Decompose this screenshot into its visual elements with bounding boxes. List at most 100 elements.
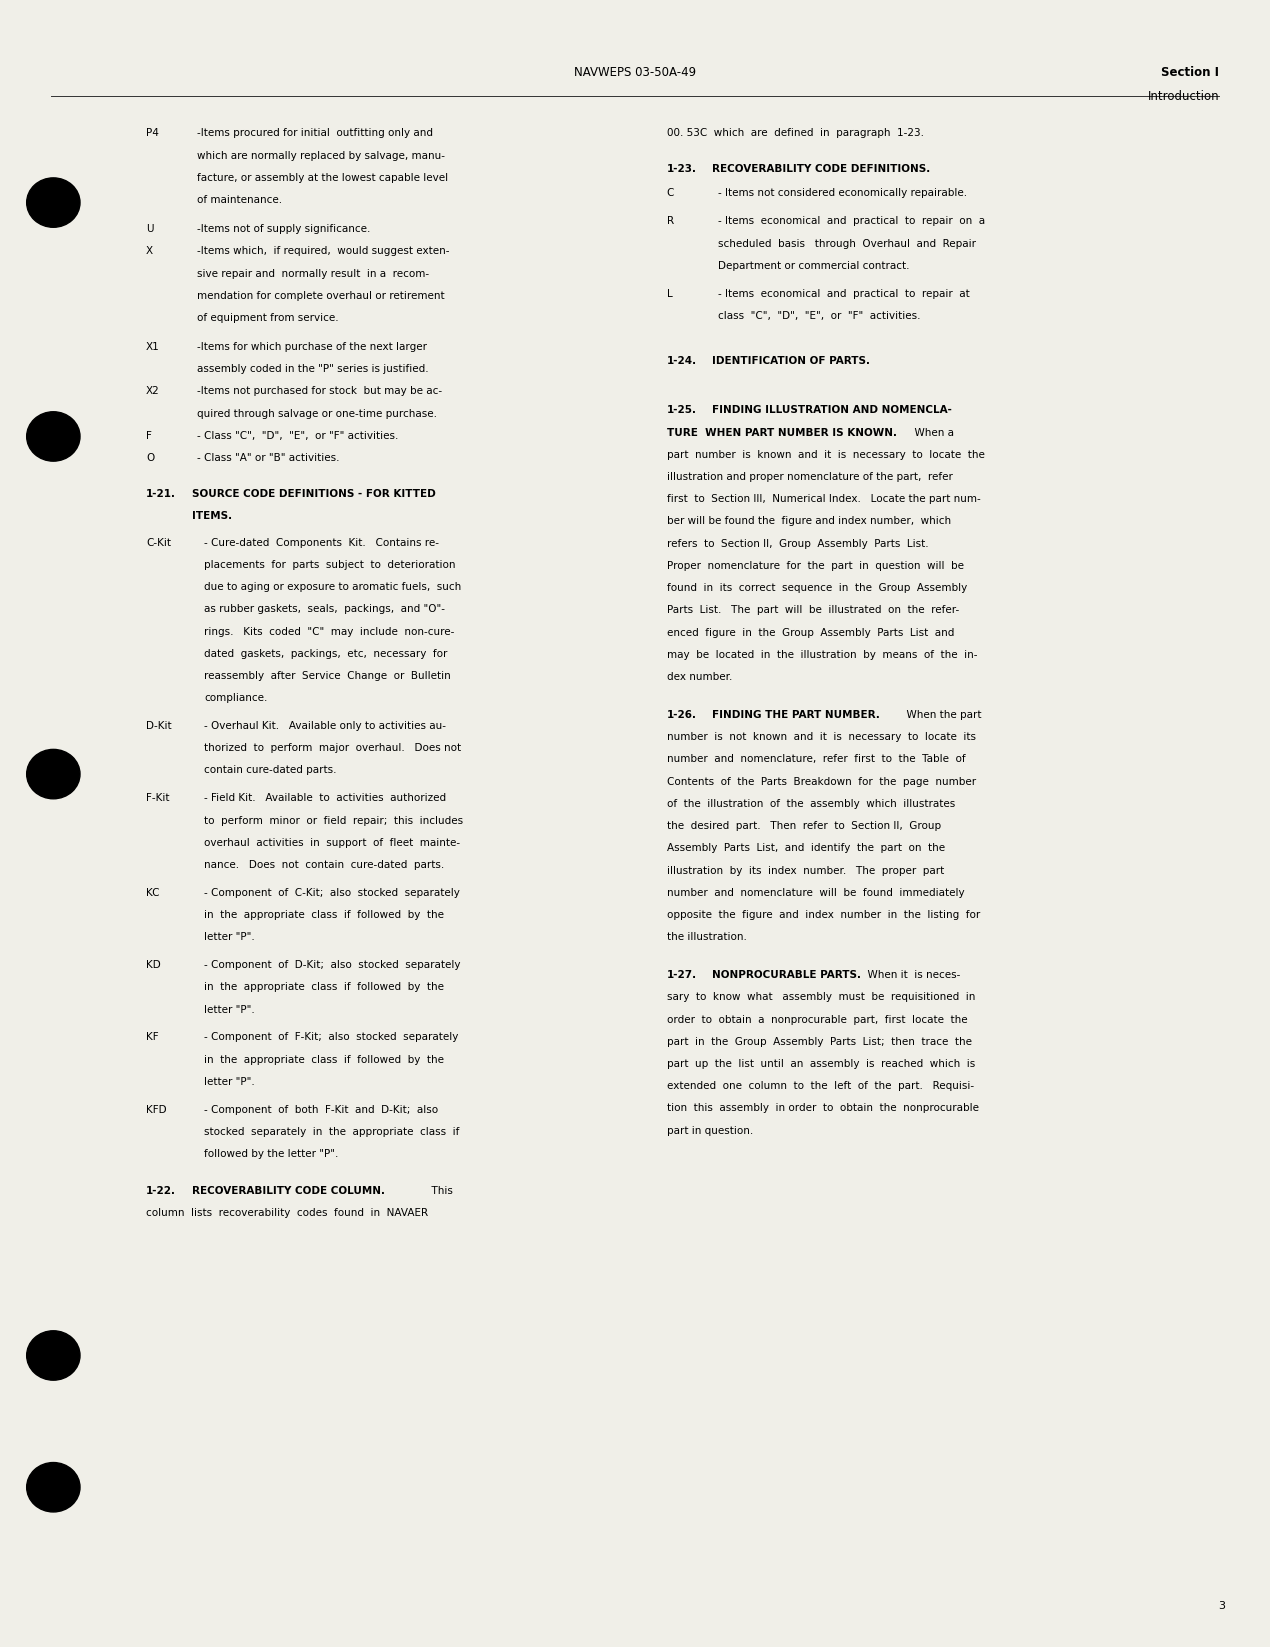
Text: -Items procured for initial  outfitting only and: -Items procured for initial outfitting o… <box>197 128 433 138</box>
Text: P4: P4 <box>146 128 159 138</box>
Text: NONPROCURABLE PARTS.: NONPROCURABLE PARTS. <box>712 970 861 980</box>
Text: part in question.: part in question. <box>667 1125 753 1136</box>
Text: the illustration.: the illustration. <box>667 932 747 942</box>
Text: NAVWEPS 03-50A-49: NAVWEPS 03-50A-49 <box>574 66 696 79</box>
Text: class  "C",  "D",  "E",  or  "F"  activities.: class "C", "D", "E", or "F" activities. <box>718 311 919 321</box>
Text: - Component  of  C-Kit;  also  stocked  separately: - Component of C-Kit; also stocked separ… <box>204 888 460 898</box>
Text: D-Kit: D-Kit <box>146 721 171 731</box>
Text: FINDING ILLUSTRATION AND NOMENCLA-: FINDING ILLUSTRATION AND NOMENCLA- <box>712 405 952 415</box>
Text: of maintenance.: of maintenance. <box>197 194 282 206</box>
Text: -Items which,  if required,  would suggest exten-: -Items which, if required, would suggest… <box>197 247 450 257</box>
Text: -Items for which purchase of the next larger: -Items for which purchase of the next la… <box>197 343 427 352</box>
Text: may  be  located  in  the  illustration  by  means  of  the  in-: may be located in the illustration by me… <box>667 651 977 660</box>
Text: KFD: KFD <box>146 1105 166 1115</box>
Text: opposite  the  figure  and  index  number  in  the  listing  for: opposite the figure and index number in … <box>667 911 980 921</box>
Text: X1: X1 <box>146 343 160 352</box>
Text: stocked  separately  in  the  appropriate  class  if: stocked separately in the appropriate cl… <box>204 1127 460 1136</box>
Text: order  to  obtain  a  nonprocurable  part,  first  locate  the: order to obtain a nonprocurable part, fi… <box>667 1015 968 1024</box>
Text: in  the  appropriate  class  if  followed  by  the: in the appropriate class if followed by … <box>204 982 444 991</box>
Text: Assembly  Parts  List,  and  identify  the  part  on  the: Assembly Parts List, and identify the pa… <box>667 843 945 853</box>
Text: sary  to  know  what   assembly  must  be  requisitioned  in: sary to know what assembly must be requi… <box>667 991 975 1003</box>
Text: found  in  its  correct  sequence  in  the  Group  Assembly: found in its correct sequence in the Gro… <box>667 583 966 593</box>
Text: - Class "A" or "B" activities.: - Class "A" or "B" activities. <box>197 453 339 463</box>
Text: F: F <box>146 432 152 441</box>
Text: - Component  of  F-Kit;  also  stocked  separately: - Component of F-Kit; also stocked separ… <box>204 1033 458 1043</box>
Text: illustration and proper nomenclature of the part,  refer: illustration and proper nomenclature of … <box>667 473 952 483</box>
Text: overhaul  activities  in  support  of  fleet  mainte-: overhaul activities in support of fleet … <box>204 838 461 848</box>
Text: KD: KD <box>146 960 161 970</box>
Text: - Cure-dated  Components  Kit.   Contains re-: - Cure-dated Components Kit. Contains re… <box>204 537 439 547</box>
Text: the  desired  part.   Then  refer  to  Section II,  Group: the desired part. Then refer to Section … <box>667 822 941 832</box>
Text: X2: X2 <box>146 387 160 397</box>
Text: which are normally replaced by salvage, manu-: which are normally replaced by salvage, … <box>197 150 444 161</box>
Text: Introduction: Introduction <box>1148 91 1219 104</box>
Text: This: This <box>425 1186 453 1196</box>
Text: placements  for  parts  subject  to  deterioration: placements for parts subject to deterior… <box>204 560 456 570</box>
Text: in  the  appropriate  class  if  followed  by  the: in the appropriate class if followed by … <box>204 1054 444 1064</box>
Ellipse shape <box>27 749 80 799</box>
Text: due to aging or exposure to aromatic fuels,  such: due to aging or exposure to aromatic fue… <box>204 581 462 591</box>
Text: ber will be found the  figure and index number,  which: ber will be found the figure and index n… <box>667 517 951 527</box>
Text: O: O <box>146 453 154 463</box>
Text: thorized  to  perform  major  overhaul.   Does not: thorized to perform major overhaul. Does… <box>204 743 461 753</box>
Text: mendation for complete overhaul or retirement: mendation for complete overhaul or retir… <box>197 292 444 301</box>
Text: nance.   Does  not  contain  cure-dated  parts.: nance. Does not contain cure-dated parts… <box>204 860 444 870</box>
Text: quired through salvage or one-time purchase.: quired through salvage or one-time purch… <box>197 408 437 418</box>
Text: compliance.: compliance. <box>204 693 268 703</box>
Text: extended  one  column  to  the  left  of  the  part.   Requisi-: extended one column to the left of the p… <box>667 1080 974 1092</box>
Text: -Items not purchased for stock  but may be ac-: -Items not purchased for stock but may b… <box>197 387 442 397</box>
Text: Proper  nomenclature  for  the  part  in  question  will  be: Proper nomenclature for the part in ques… <box>667 562 964 572</box>
Ellipse shape <box>27 178 80 227</box>
Text: reassembly  after  Service  Change  or  Bulletin: reassembly after Service Change or Bulle… <box>204 670 451 680</box>
Text: facture, or assembly at the lowest capable level: facture, or assembly at the lowest capab… <box>197 173 448 183</box>
Text: of equipment from service.: of equipment from service. <box>197 313 339 323</box>
Text: - Items  economical  and  practical  to  repair  at: - Items economical and practical to repa… <box>718 288 969 298</box>
Text: first  to  Section III,  Numerical Index.   Locate the part num-: first to Section III, Numerical Index. L… <box>667 494 980 504</box>
Text: KC: KC <box>146 888 160 898</box>
Text: When the part: When the part <box>900 710 982 720</box>
Text: ITEMS.: ITEMS. <box>192 511 232 520</box>
Text: When it  is neces-: When it is neces- <box>861 970 960 980</box>
Ellipse shape <box>27 412 80 461</box>
Text: IDENTIFICATION OF PARTS.: IDENTIFICATION OF PARTS. <box>712 356 870 366</box>
Text: scheduled  basis   through  Overhaul  and  Repair: scheduled basis through Overhaul and Rep… <box>718 239 975 249</box>
Text: enced  figure  in  the  Group  Assembly  Parts  List  and: enced figure in the Group Assembly Parts… <box>667 628 954 637</box>
Text: RECOVERABILITY CODE DEFINITIONS.: RECOVERABILITY CODE DEFINITIONS. <box>712 165 931 175</box>
Text: R: R <box>667 216 674 226</box>
Text: Department or commercial contract.: Department or commercial contract. <box>718 260 909 270</box>
Text: 1-26.: 1-26. <box>667 710 697 720</box>
Text: - Items not considered economically repairable.: - Items not considered economically repa… <box>718 188 966 199</box>
Ellipse shape <box>27 1331 80 1380</box>
Text: - Component  of  D-Kit;  also  stocked  separately: - Component of D-Kit; also stocked separ… <box>204 960 461 970</box>
Text: - Overhaul Kit.   Available only to activities au-: - Overhaul Kit. Available only to activi… <box>204 721 447 731</box>
Text: Contents  of  the  Parts  Breakdown  for  the  page  number: Contents of the Parts Breakdown for the … <box>667 777 975 787</box>
Text: contain cure-dated parts.: contain cure-dated parts. <box>204 766 337 776</box>
Text: -Items not of supply significance.: -Items not of supply significance. <box>197 224 371 234</box>
Text: of  the  illustration  of  the  assembly  which  illustrates: of the illustration of the assembly whic… <box>667 799 955 809</box>
Text: 1-21.: 1-21. <box>146 489 177 499</box>
Text: FINDING THE PART NUMBER.: FINDING THE PART NUMBER. <box>712 710 880 720</box>
Text: assembly coded in the "P" series is justified.: assembly coded in the "P" series is just… <box>197 364 428 374</box>
Text: L: L <box>667 288 673 298</box>
Text: letter "P".: letter "P". <box>204 1005 255 1015</box>
Text: part  number  is  known  and  it  is  necessary  to  locate  the: part number is known and it is necessary… <box>667 450 984 460</box>
Text: in  the  appropriate  class  if  followed  by  the: in the appropriate class if followed by … <box>204 911 444 921</box>
Text: number  and  nomenclature,  refer  first  to  the  Table  of: number and nomenclature, refer first to … <box>667 754 965 764</box>
Text: letter "P".: letter "P". <box>204 1077 255 1087</box>
Text: Section I: Section I <box>1161 66 1219 79</box>
Text: 1-23.: 1-23. <box>667 165 697 175</box>
Text: to  perform  minor  or  field  repair;  this  includes: to perform minor or field repair; this i… <box>204 815 464 825</box>
Text: - Component  of  both  F-Kit  and  D-Kit;  also: - Component of both F-Kit and D-Kit; als… <box>204 1105 438 1115</box>
Text: - Items  economical  and  practical  to  repair  on  a: - Items economical and practical to repa… <box>718 216 984 226</box>
Text: U: U <box>146 224 154 234</box>
Text: - Field Kit.   Available  to  activities  authorized: - Field Kit. Available to activities aut… <box>204 794 447 804</box>
Text: F-Kit: F-Kit <box>146 794 170 804</box>
Text: part  in  the  Group  Assembly  Parts  List;  then  trace  the: part in the Group Assembly Parts List; t… <box>667 1036 972 1047</box>
Text: KF: KF <box>146 1033 159 1043</box>
Text: number  and  nomenclature  will  be  found  immediately: number and nomenclature will be found im… <box>667 888 964 898</box>
Text: 1-25.: 1-25. <box>667 405 697 415</box>
Text: - Class "C",  "D",  "E",  or "F" activities.: - Class "C", "D", "E", or "F" activities… <box>197 432 399 441</box>
Text: 3: 3 <box>1218 1601 1226 1611</box>
Text: rings.   Kits  coded  "C"  may  include  non-cure-: rings. Kits coded "C" may include non-cu… <box>204 626 455 636</box>
Text: TURE  WHEN PART NUMBER IS KNOWN.: TURE WHEN PART NUMBER IS KNOWN. <box>667 428 897 438</box>
